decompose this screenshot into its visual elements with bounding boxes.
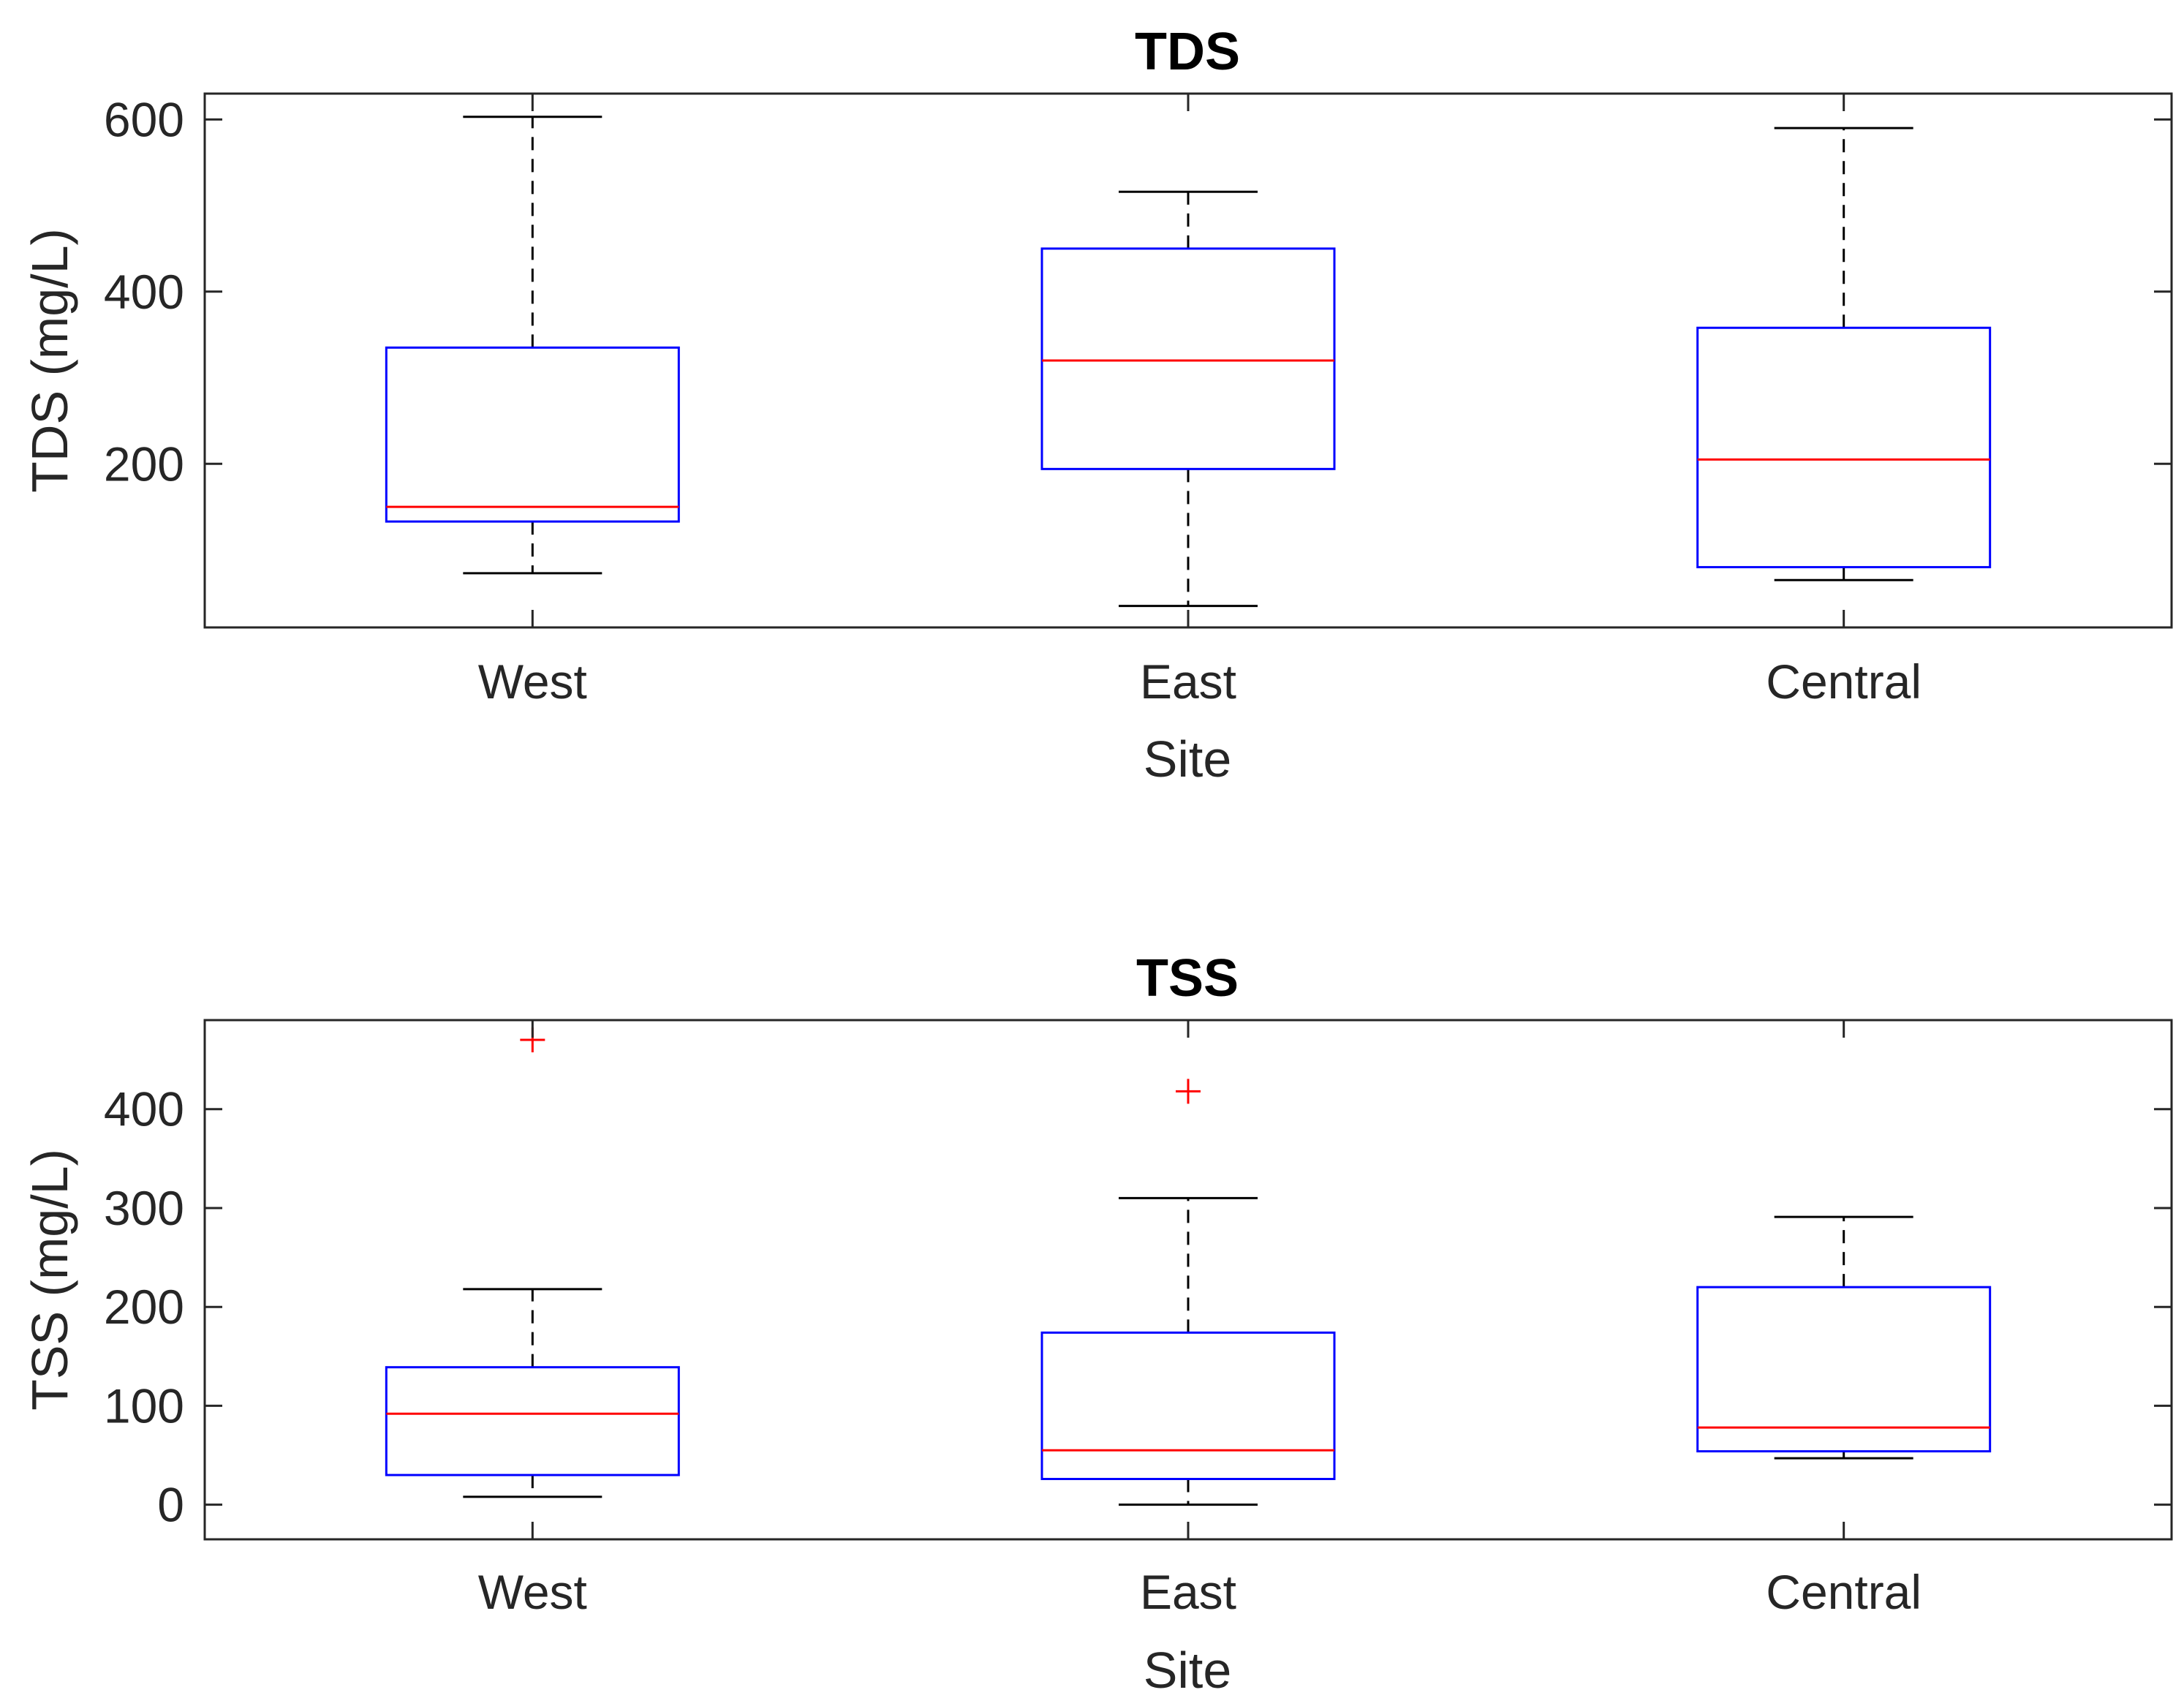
tss-marks: [385, 1027, 1992, 1506]
y-axis-label: TDS (mg/L): [21, 228, 78, 493]
box-iqr: [1696, 326, 1992, 569]
x-tick-label: West: [478, 1565, 587, 1619]
chart-title: TDS: [1135, 23, 1240, 81]
box-group: [1040, 1079, 1336, 1506]
x-tick-label: Central: [1766, 654, 1922, 709]
x-tick-label: Central: [1766, 1565, 1922, 1619]
y-tick-label: 100: [104, 1378, 184, 1433]
tss-x-ticks: West East Central: [478, 1020, 1922, 1619]
tss-panel: TSS 0 100 200 300 400 West East Central Site T…: [21, 949, 2173, 1698]
tss-y-ticks: 0 100 200 300 400: [104, 1082, 2172, 1532]
tds-panel: TDS 200 400 600 West East Central Site TDS (…: [21, 23, 2173, 788]
tds-x-ticks: West East Central: [478, 94, 1922, 709]
y-tick-label: 200: [104, 437, 184, 491]
y-tick-label: 400: [104, 1082, 184, 1136]
y-tick-label: 200: [104, 1280, 184, 1334]
box-iqr: [1040, 1331, 1336, 1481]
box-group: [1696, 1215, 1992, 1460]
x-tick-label: East: [1140, 1565, 1236, 1619]
tds-y-ticks: 200 400 600: [104, 92, 2172, 491]
y-tick-label: 600: [104, 92, 184, 146]
box-group: [385, 1027, 680, 1498]
box-iqr: [1040, 247, 1336, 470]
box-iqr: [385, 346, 680, 523]
box-group: [1696, 127, 1992, 581]
y-axis-label: TSS (mg/L): [21, 1149, 78, 1411]
tds-marks: [385, 116, 1992, 608]
chart-title: TSS: [1136, 949, 1239, 1008]
y-tick-label: 300: [104, 1181, 184, 1235]
x-tick-label: East: [1140, 654, 1236, 709]
y-tick-label: 0: [157, 1478, 184, 1532]
y-tick-label: 400: [104, 265, 184, 319]
x-axis-label: Site: [1144, 1642, 1232, 1698]
box-group: [385, 116, 680, 575]
box-iqr: [1696, 1286, 1992, 1453]
x-tick-label: West: [478, 654, 587, 709]
box-group: [1040, 190, 1336, 608]
x-axis-label: Site: [1144, 731, 1232, 788]
box-iqr: [385, 1366, 680, 1476]
